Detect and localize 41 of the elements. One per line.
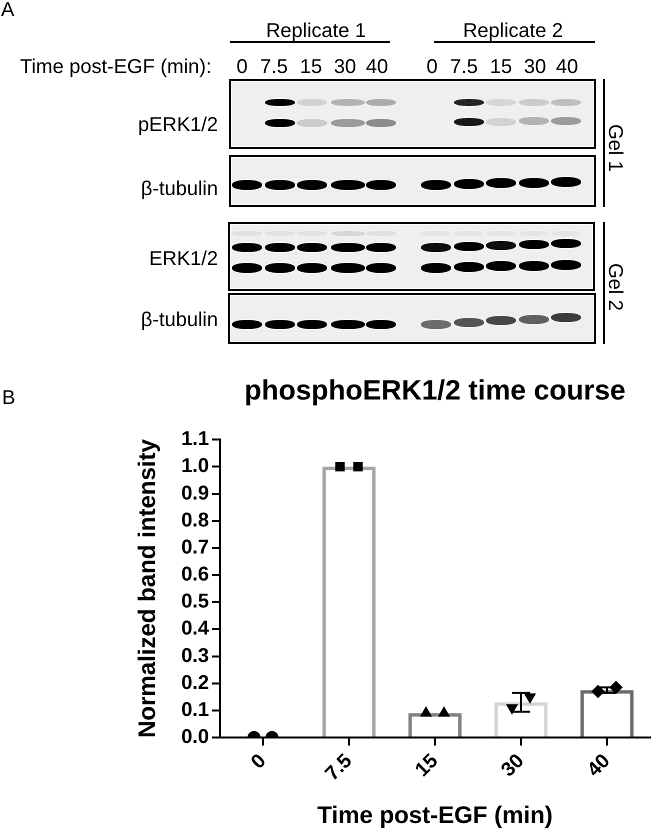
y-axis-title: Normalized band intensity — [134, 438, 162, 738]
y-tick-label: 0.2 — [181, 672, 209, 694]
text: pERK1/2 — [138, 114, 218, 136]
text: 30 — [334, 56, 356, 78]
text: 40 — [556, 56, 578, 78]
text: Replicate 1 — [266, 20, 366, 42]
text: 0 — [236, 56, 248, 78]
text: 15 — [300, 56, 322, 78]
text: 30 — [524, 56, 546, 78]
text: Gel 2 — [604, 263, 626, 311]
text: B — [2, 387, 16, 409]
text: Replicate 2 — [462, 20, 564, 42]
x-tick-label: 0 — [247, 750, 270, 774]
text: 7.5 — [260, 56, 288, 78]
y-tick-label: 1.0 — [181, 455, 209, 478]
y-tick-label: 0.8 — [181, 509, 209, 532]
text: ERK1/2 — [149, 248, 218, 270]
text: Time post-EGF (min): — [20, 56, 212, 78]
y-tick-label: 0.3 — [181, 644, 209, 667]
x-tick-label: 15 — [411, 750, 442, 782]
y-tick-label: 0.4 — [181, 618, 210, 640]
text: 40 — [366, 56, 388, 78]
y-tick-label: 0.0 — [181, 726, 209, 748]
text: 15 — [490, 56, 512, 78]
text: 0 — [426, 56, 438, 78]
y-tick-label: 0.1 — [181, 698, 209, 721]
text: β-tubulin — [140, 178, 218, 200]
chart-title: phosphoERK1/2 time course — [244, 374, 626, 406]
x-tick-label: 7.5 — [321, 750, 356, 786]
text: Gel 1 — [604, 124, 626, 172]
text: 7.5 — [450, 56, 478, 78]
y-tick-label: 0.6 — [181, 564, 209, 586]
y-tick-label: 0.9 — [181, 482, 209, 504]
x-axis-title: Time post-EGF (min) — [317, 802, 553, 830]
x-tick-label: 40 — [583, 750, 614, 782]
y-tick-label: 0.7 — [181, 536, 209, 558]
y-tick-label: 1.1 — [181, 428, 209, 450]
text: β-tubulin — [140, 309, 218, 331]
y-tick-label: 0.5 — [181, 590, 209, 613]
text: A — [1, 0, 14, 21]
x-tick-label: 30 — [497, 750, 528, 782]
